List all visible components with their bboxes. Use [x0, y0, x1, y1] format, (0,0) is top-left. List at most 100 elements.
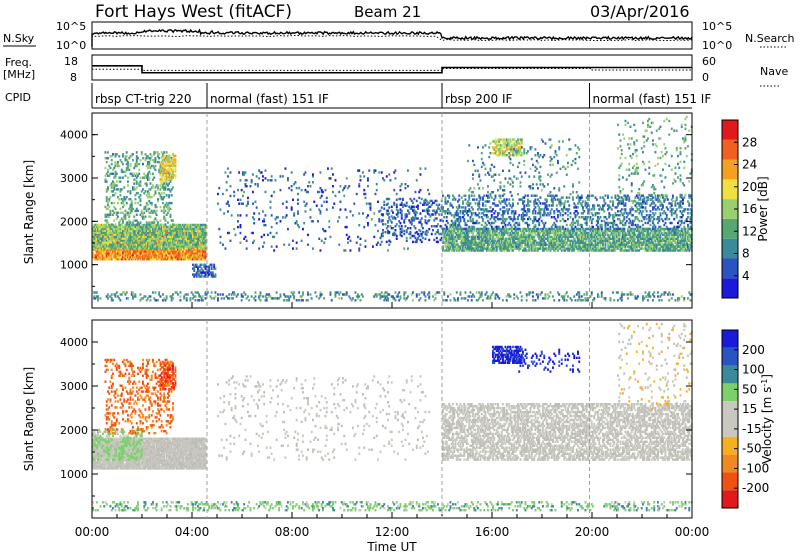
- data-cell: [375, 224, 377, 226]
- data-cell: [382, 223, 384, 225]
- data-cell: [156, 210, 158, 212]
- freq-tick-bottom: 8: [70, 71, 77, 84]
- data-cell: [262, 245, 264, 247]
- data-cell: [360, 175, 362, 177]
- data-cell: [312, 173, 314, 175]
- data-cell: [113, 212, 115, 214]
- data-cell: [282, 175, 284, 177]
- data-cell: [422, 231, 424, 233]
- data-cell: [326, 197, 328, 199]
- data-cell: [405, 187, 407, 189]
- data-cell: [420, 212, 422, 214]
- data-cell: [286, 206, 288, 208]
- data-cell: [172, 219, 174, 221]
- data-cell: [256, 206, 258, 208]
- data-cell: [163, 192, 165, 194]
- data-cell: [401, 213, 403, 215]
- data-cell: [395, 229, 397, 231]
- data-cell: [346, 177, 348, 179]
- data-cell: [117, 212, 119, 214]
- data-cell: [312, 247, 314, 249]
- data-cell: [132, 208, 134, 210]
- data-cell: [276, 245, 278, 247]
- data-cell: [376, 189, 378, 191]
- data-cell: [228, 205, 230, 207]
- data-cell: [346, 226, 348, 228]
- data-cell: [358, 247, 360, 249]
- data-cell: [431, 225, 433, 227]
- data-cell: [428, 228, 430, 230]
- data-cell: [165, 210, 167, 212]
- data-cell: [137, 192, 139, 194]
- data-cell: [276, 222, 278, 224]
- data-cell: [271, 179, 273, 181]
- data-cell: [421, 241, 423, 243]
- data-cell: [292, 240, 294, 242]
- data-cell: [131, 200, 133, 202]
- data-cell: [163, 196, 165, 198]
- data-cell: [428, 219, 430, 221]
- data-cell: [428, 193, 430, 195]
- data-cell: [136, 214, 138, 216]
- data-cell: [346, 234, 348, 236]
- data-cell: [126, 151, 128, 153]
- data-cell: [136, 151, 138, 153]
- data-cell: [383, 201, 385, 203]
- data-cell: [378, 171, 380, 173]
- data-cell: [400, 222, 402, 224]
- data-cell: [382, 235, 384, 237]
- data-cell: [270, 201, 272, 203]
- data-cell: [385, 231, 387, 233]
- data-cell: [261, 171, 263, 173]
- data-cell: [381, 171, 383, 173]
- nsearch-label: N.Search: [745, 32, 795, 45]
- data-cell: [123, 204, 125, 206]
- data-cell: [230, 240, 232, 242]
- data-cell: [138, 173, 140, 175]
- data-cell: [263, 234, 265, 236]
- data-cell: [302, 228, 304, 230]
- data-cell: [401, 229, 403, 231]
- data-cell: [391, 206, 393, 208]
- data-cell: [433, 239, 435, 241]
- data-cell: [110, 196, 112, 198]
- data-cell: [360, 238, 362, 240]
- data-cell: [255, 201, 257, 203]
- data-cell: [366, 203, 368, 205]
- data-cell: [253, 222, 255, 224]
- data-cell: [123, 186, 125, 188]
- data-cell: [258, 177, 260, 179]
- data-cell: [287, 177, 289, 179]
- data-cell: [140, 180, 142, 182]
- data-cell: [306, 203, 308, 205]
- data-cell: [387, 210, 389, 212]
- data-cell: [238, 203, 240, 205]
- data-cell: [307, 244, 309, 246]
- data-cell: [157, 198, 159, 200]
- data-cell: [326, 208, 328, 210]
- data-cell: [133, 182, 135, 184]
- data-cell: [276, 232, 278, 234]
- data-cell: [320, 171, 322, 173]
- data-cell: [580, 228, 582, 230]
- data-cell: [387, 221, 389, 223]
- data-cell: [111, 202, 113, 204]
- data-cell: [273, 236, 275, 238]
- data-cell: [387, 249, 389, 251]
- data-cell: [223, 212, 225, 214]
- data-cell: [175, 159, 177, 161]
- data-cell: [353, 203, 355, 205]
- data-cell: [365, 240, 367, 242]
- data-cell: [158, 157, 160, 159]
- data-cell: [321, 195, 323, 197]
- data-cell: [122, 177, 124, 179]
- data-cell: [247, 197, 249, 199]
- data-cell: [151, 196, 153, 198]
- data-cell: [413, 206, 415, 208]
- data-cell: [132, 159, 134, 161]
- data-cell: [326, 201, 328, 203]
- data-cell: [142, 163, 144, 165]
- data-cell: [136, 186, 138, 188]
- data-cell: [222, 244, 224, 246]
- data-cell: [425, 238, 427, 240]
